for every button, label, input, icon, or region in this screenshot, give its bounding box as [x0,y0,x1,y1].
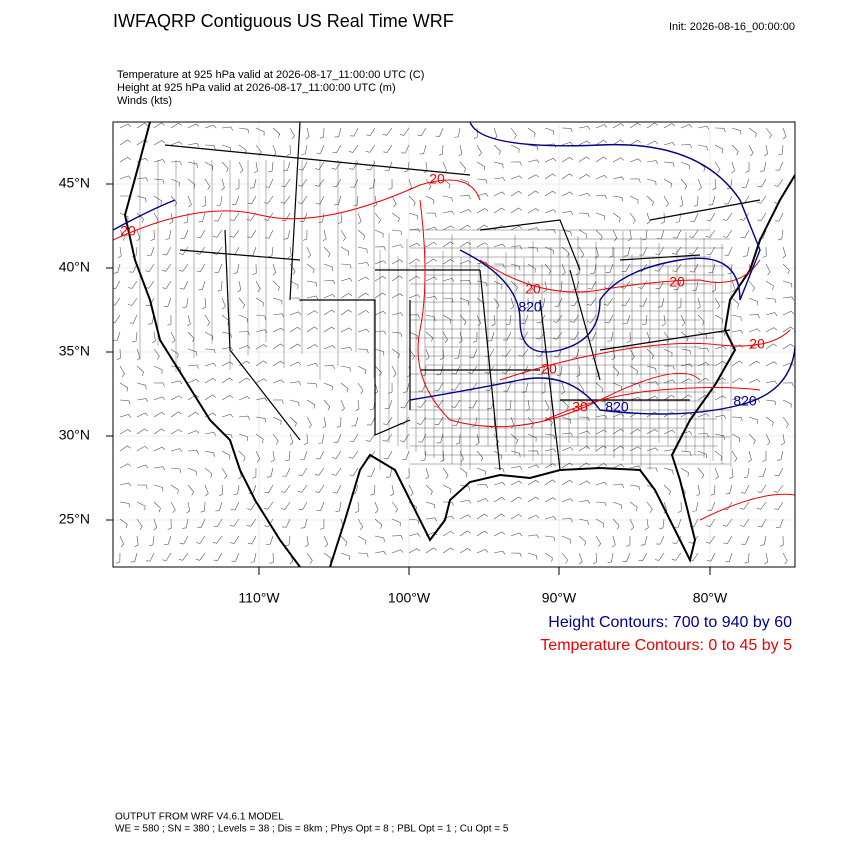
footer-line: OUTPUT FROM WRF V4.6.1 MODEL [115,812,284,823]
temperature-contour-label: 20 [525,281,541,297]
field-line: Temperature at 925 hPa valid at 2026-08-… [117,69,424,81]
ticks [106,183,711,575]
lon-label: 100°W [388,590,431,606]
temperature-contour-label: 30 [572,399,588,415]
lat-label: 45°N [59,175,90,191]
init-time: Init: 2026-08-16_00:00:00 [669,21,795,33]
lat-label: 40°N [59,259,90,275]
lat-label: 25°N [59,511,90,527]
title: IWFAQRP Contiguous US Real Time WRF [113,11,454,31]
map-background [113,122,795,567]
temperature-contour-label: 20 [749,336,765,352]
temperature-contour-label: 20 [541,361,557,377]
lat-label: 35°N [59,343,90,359]
county-borders [139,160,732,470]
contour-labels: 820 820 820 20 20 20 20 20 20 30 [120,171,765,415]
lat-label: 30°N [59,427,90,443]
height-contour-label: 820 [605,399,629,415]
map-frame [112,121,796,568]
lon-labels: 110°W 100°W 90°W 80°W [238,590,728,606]
footer-line: WE = 580 ; SN = 380 ; Levels = 38 ; Dis … [115,824,509,835]
barb-set [113,122,795,565]
county-mesh [139,160,732,470]
temperature-contour-label: 20 [429,171,445,187]
coastline [123,122,795,567]
height-legend: Height Contours: 700 to 940 by 60 [548,614,792,631]
height-contours [113,122,795,415]
field-line: Height at 925 hPa valid at 2026-08-17_11… [117,82,396,94]
map-area: 820 820 820 20 20 20 20 20 20 30 [113,122,795,567]
state-borders [164,122,761,471]
height-contour-label: 820 [733,393,757,409]
lon-label: 110°W [238,590,280,606]
field-line: Winds (kts) [117,95,172,107]
wind-barbs [113,122,795,565]
temperature-contour-label: 20 [669,274,685,290]
height-contour-label: 820 [518,299,542,315]
lon-label: 80°W [693,590,728,606]
temperature-contour-label: 20 [120,223,136,239]
lat-labels: 45°N 40°N 35°N 30°N 25°N [59,175,90,527]
temperature-legend: Temperature Contours: 0 to 45 by 5 [540,637,792,654]
temperature-contours [113,179,795,521]
lon-label: 90°W [542,590,577,606]
